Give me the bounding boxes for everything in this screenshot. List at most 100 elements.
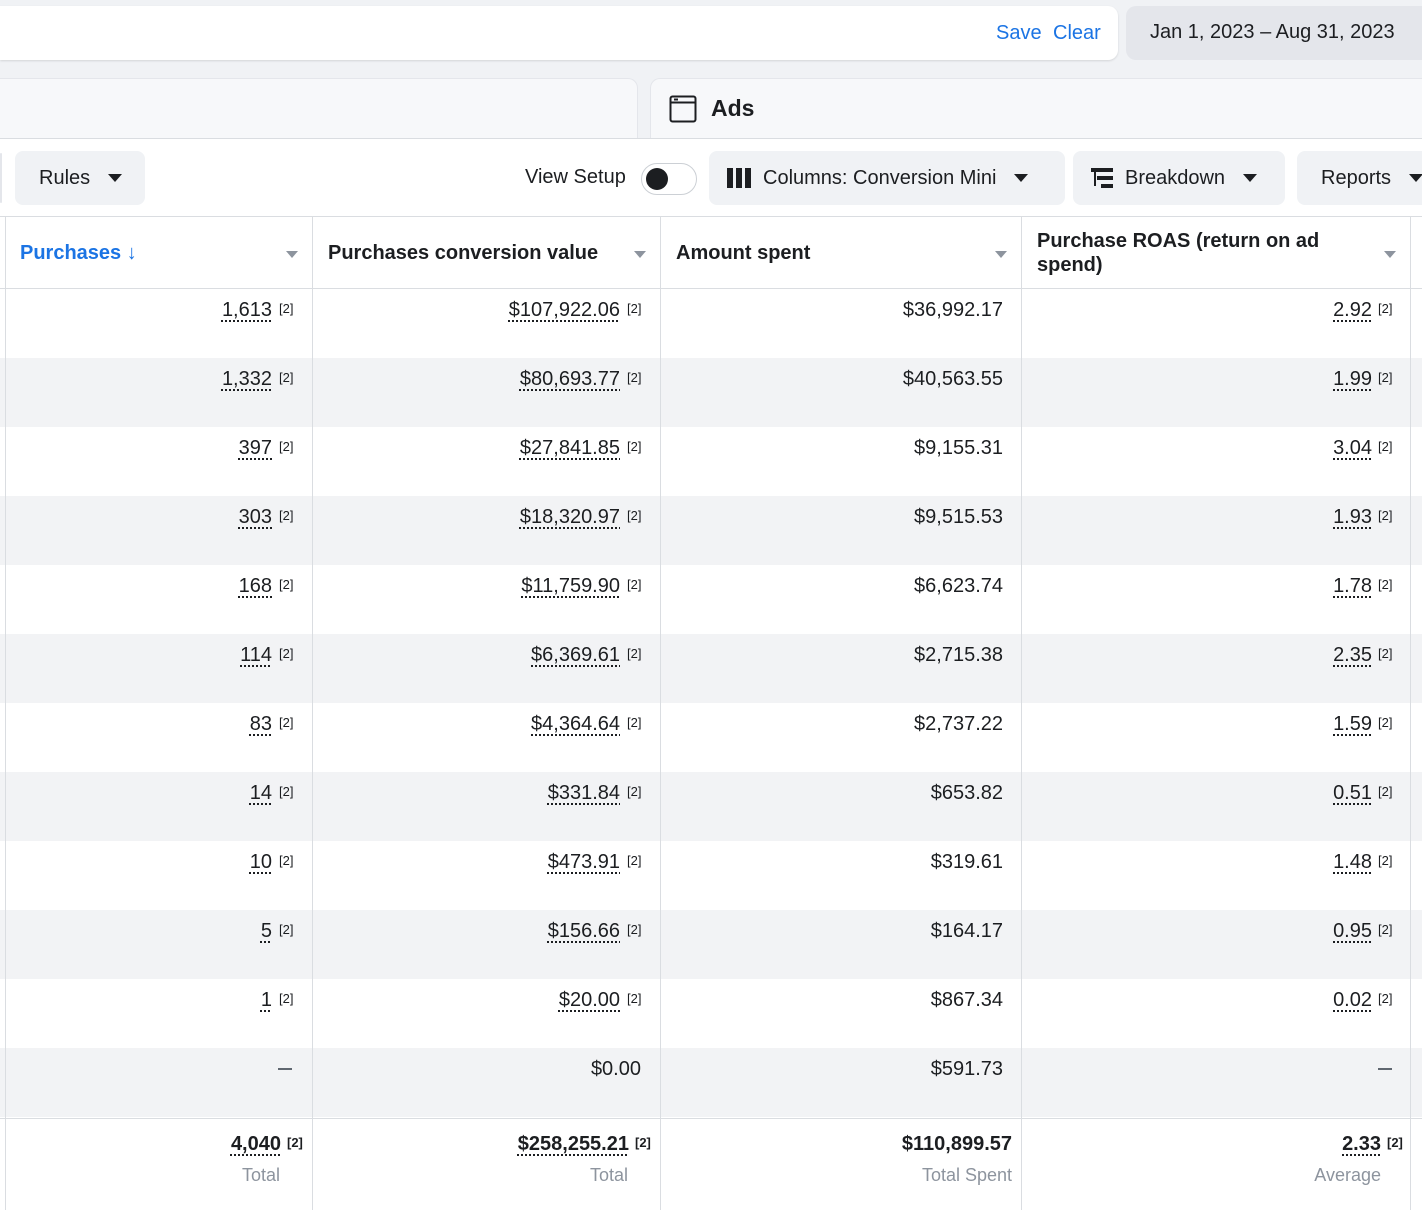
attribution-ref-marker[interactable]: [2] — [1378, 853, 1393, 868]
cell-conversion-value-value[interactable]: $6,369.61 — [531, 644, 620, 666]
cell-conversion-value-value[interactable]: $27,841.85 — [519, 437, 620, 459]
tab-ad-sets[interactable] — [0, 78, 638, 138]
columns-button[interactable]: Columns: Conversion Mini — [709, 151, 1065, 205]
table-row[interactable]: 10 [2] $473.91 [2] $319.61 1.48 [2] — [0, 841, 1422, 910]
attribution-ref-marker[interactable]: [2] — [1378, 301, 1393, 316]
attribution-ref-marker[interactable]: [2] — [279, 577, 294, 592]
cell-conversion-value-value[interactable]: $20.00 — [558, 989, 620, 1011]
cell-purchases-value[interactable]: 114 — [240, 644, 272, 666]
header-conversion-value[interactable]: Purchases conversion value — [328, 217, 660, 289]
cell-purchases-value[interactable]: 10 — [249, 851, 272, 873]
cell-purchases-value[interactable]: 168 — [238, 575, 272, 597]
column-divider[interactable] — [660, 217, 661, 1210]
cell-conversion-value-value[interactable]: $18,320.97 — [519, 506, 620, 528]
attribution-ref-marker[interactable]: [2] — [627, 922, 642, 937]
cell-roas-value[interactable]: 0.02 — [1333, 989, 1372, 1011]
search-filter-box[interactable]: Save Clear — [0, 6, 1118, 60]
cell-purchases-value[interactable]: 1,613 — [221, 299, 272, 321]
attribution-ref-marker[interactable]: [2] — [1378, 508, 1393, 523]
attribution-ref-marker[interactable]: [2] — [627, 508, 642, 523]
table-row[interactable]: 5 [2] $156.66 [2] $164.17 0.95 [2] — [0, 910, 1422, 979]
total-conversion-value-value[interactable]: $258,255.21 — [517, 1133, 629, 1155]
view-setup-toggle[interactable] — [641, 163, 697, 195]
attribution-ref-marker[interactable]: [2] — [279, 853, 294, 868]
cell-conversion-value-value[interactable]: $80,693.77 — [519, 368, 620, 390]
attribution-ref-marker[interactable]: [2] — [279, 922, 294, 937]
attribution-ref-marker[interactable]: [2] — [1378, 577, 1393, 592]
table-row[interactable]: 1 [2] $20.00 [2] $867.34 0.02 [2] — [0, 979, 1422, 1048]
attribution-ref-marker[interactable]: [2] — [627, 577, 642, 592]
header-roas[interactable]: Purchase ROAS (return on ad spend) — [1037, 217, 1410, 289]
attribution-ref-marker[interactable]: [2] — [627, 301, 642, 316]
date-range-picker[interactable]: Jan 1, 2023 – Aug 31, 2023 — [1126, 6, 1422, 60]
cell-purchases-value[interactable]: 83 — [249, 713, 272, 735]
table-row[interactable]: 83 [2] $4,364.64 [2] $2,737.22 1.59 [2] — [0, 703, 1422, 772]
cell-conversion-value-value[interactable]: $11,759.90 — [521, 575, 620, 597]
attribution-ref-marker[interactable]: [2] — [627, 784, 642, 799]
attribution-ref-marker[interactable]: [2] — [1378, 715, 1393, 730]
column-menu-caret-icon[interactable] — [286, 251, 298, 258]
attribution-ref-marker[interactable]: [2] — [279, 991, 294, 1006]
attribution-ref-marker[interactable]: [2] — [1378, 646, 1393, 661]
attribution-ref-marker[interactable]: [2] — [1378, 439, 1393, 454]
attribution-ref-marker[interactable]: [2] — [1378, 370, 1393, 385]
cell-roas-value[interactable]: 0.95 — [1333, 920, 1372, 942]
cell-roas-value[interactable]: 1.78 — [1333, 575, 1372, 597]
cell-roas-value[interactable]: 0.51 — [1333, 782, 1372, 804]
cell-purchases-value[interactable]: 14 — [249, 782, 272, 804]
attribution-ref-marker[interactable]: [2] — [627, 646, 642, 661]
attribution-ref-marker[interactable]: [2] — [1378, 922, 1393, 937]
attribution-ref-marker[interactable]: [2] — [279, 301, 294, 316]
column-divider[interactable] — [1410, 217, 1411, 1210]
clear-search-button[interactable]: Clear — [1053, 22, 1101, 44]
total-conversion-value-ref[interactable]: [2] — [635, 1135, 651, 1150]
save-search-button[interactable]: Save — [996, 22, 1042, 44]
cell-conversion-value-value[interactable]: $473.91 — [547, 851, 620, 873]
total-purchases-value[interactable]: 4,040 — [230, 1133, 281, 1155]
header-amount-spent[interactable]: Amount spent — [676, 217, 1021, 289]
attribution-ref-marker[interactable]: [2] — [627, 439, 642, 454]
table-row[interactable]: 303 [2] $18,320.97 [2] $9,515.53 1.93 [2] — [0, 496, 1422, 565]
cell-purchases-value[interactable]: 1,332 — [221, 368, 272, 390]
table-row[interactable]: 114 [2] $6,369.61 [2] $2,715.38 2.35 [2] — [0, 634, 1422, 703]
breakdown-button[interactable]: Breakdown — [1073, 151, 1285, 205]
header-purchases[interactable]: Purchases ↓ — [20, 217, 312, 289]
attribution-ref-marker[interactable]: [2] — [279, 784, 294, 799]
attribution-ref-marker[interactable]: [2] — [627, 715, 642, 730]
cell-roas-value[interactable]: 1.48 — [1333, 851, 1372, 873]
rules-button[interactable]: Rules — [15, 151, 145, 205]
cell-roas-value[interactable]: 2.35 — [1333, 644, 1372, 666]
cell-roas-value[interactable]: 1.59 — [1333, 713, 1372, 735]
cell-roas-value[interactable]: 3.04 — [1333, 437, 1372, 459]
attribution-ref-marker[interactable]: [2] — [1378, 991, 1393, 1006]
toolbar-edge-button[interactable] — [0, 153, 2, 203]
cell-roas-value[interactable]: 1.93 — [1333, 506, 1372, 528]
attribution-ref-marker[interactable]: [2] — [279, 370, 294, 385]
column-menu-caret-icon[interactable] — [1384, 251, 1396, 258]
cell-roas-value[interactable]: 1.99 — [1333, 368, 1372, 390]
cell-roas-value[interactable]: 2.92 — [1333, 299, 1372, 321]
attribution-ref-marker[interactable]: [2] — [1378, 784, 1393, 799]
total-purchases-ref[interactable]: [2] — [287, 1135, 303, 1150]
cell-purchases-value[interactable]: 1 — [260, 989, 272, 1011]
column-divider[interactable] — [312, 217, 313, 1210]
reports-button[interactable]: Reports — [1297, 151, 1422, 205]
table-row[interactable]: 14 [2] $331.84 [2] $653.82 0.51 [2] — [0, 772, 1422, 841]
cell-purchases-value[interactable]: 397 — [238, 437, 272, 459]
table-row[interactable]: 168 [2] $11,759.90 [2] $6,623.74 1.78 [2] — [0, 565, 1422, 634]
column-divider[interactable] — [1021, 217, 1022, 1210]
cell-purchases-value[interactable]: 303 — [238, 506, 272, 528]
attribution-ref-marker[interactable]: [2] — [279, 646, 294, 661]
column-menu-caret-icon[interactable] — [634, 251, 646, 258]
attribution-ref-marker[interactable]: [2] — [279, 715, 294, 730]
column-menu-caret-icon[interactable] — [995, 251, 1007, 258]
table-row[interactable]: 397 [2] $27,841.85 [2] $9,155.31 3.04 [2] — [0, 427, 1422, 496]
total-roas-ref[interactable]: [2] — [1387, 1135, 1403, 1150]
table-row[interactable]: 1,613 [2] $107,922.06 [2] $36,992.17 2.92 [2] — [0, 289, 1422, 358]
cell-conversion-value-value[interactable]: $331.84 — [547, 782, 620, 804]
attribution-ref-marker[interactable]: [2] — [627, 853, 642, 868]
table-row[interactable]: 1,332 [2] $80,693.77 [2] $40,563.55 1.99 [2] — [0, 358, 1422, 427]
attribution-ref-marker[interactable]: [2] — [627, 991, 642, 1006]
attribution-ref-marker[interactable]: [2] — [627, 370, 642, 385]
cell-conversion-value-value[interactable]: $107,922.06 — [508, 299, 620, 321]
